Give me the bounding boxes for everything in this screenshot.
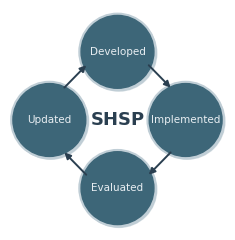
Circle shape [149,84,222,156]
Text: Developed: Developed [90,47,145,57]
Circle shape [13,84,86,156]
Circle shape [13,84,89,159]
Circle shape [81,15,154,88]
Circle shape [147,81,224,159]
Circle shape [81,152,157,227]
Circle shape [149,84,225,159]
Text: Evaluated: Evaluated [91,183,144,193]
Text: Implemented: Implemented [151,115,220,125]
Circle shape [79,13,156,90]
Text: Updated: Updated [27,115,71,125]
Circle shape [79,150,156,227]
Text: SHSP: SHSP [90,111,145,129]
Circle shape [81,15,157,91]
Circle shape [81,152,154,225]
Circle shape [11,81,88,159]
